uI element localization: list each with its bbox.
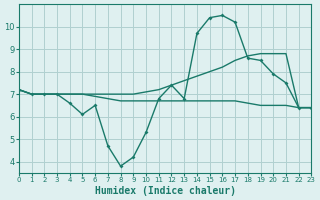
X-axis label: Humidex (Indice chaleur): Humidex (Indice chaleur)	[95, 186, 236, 196]
